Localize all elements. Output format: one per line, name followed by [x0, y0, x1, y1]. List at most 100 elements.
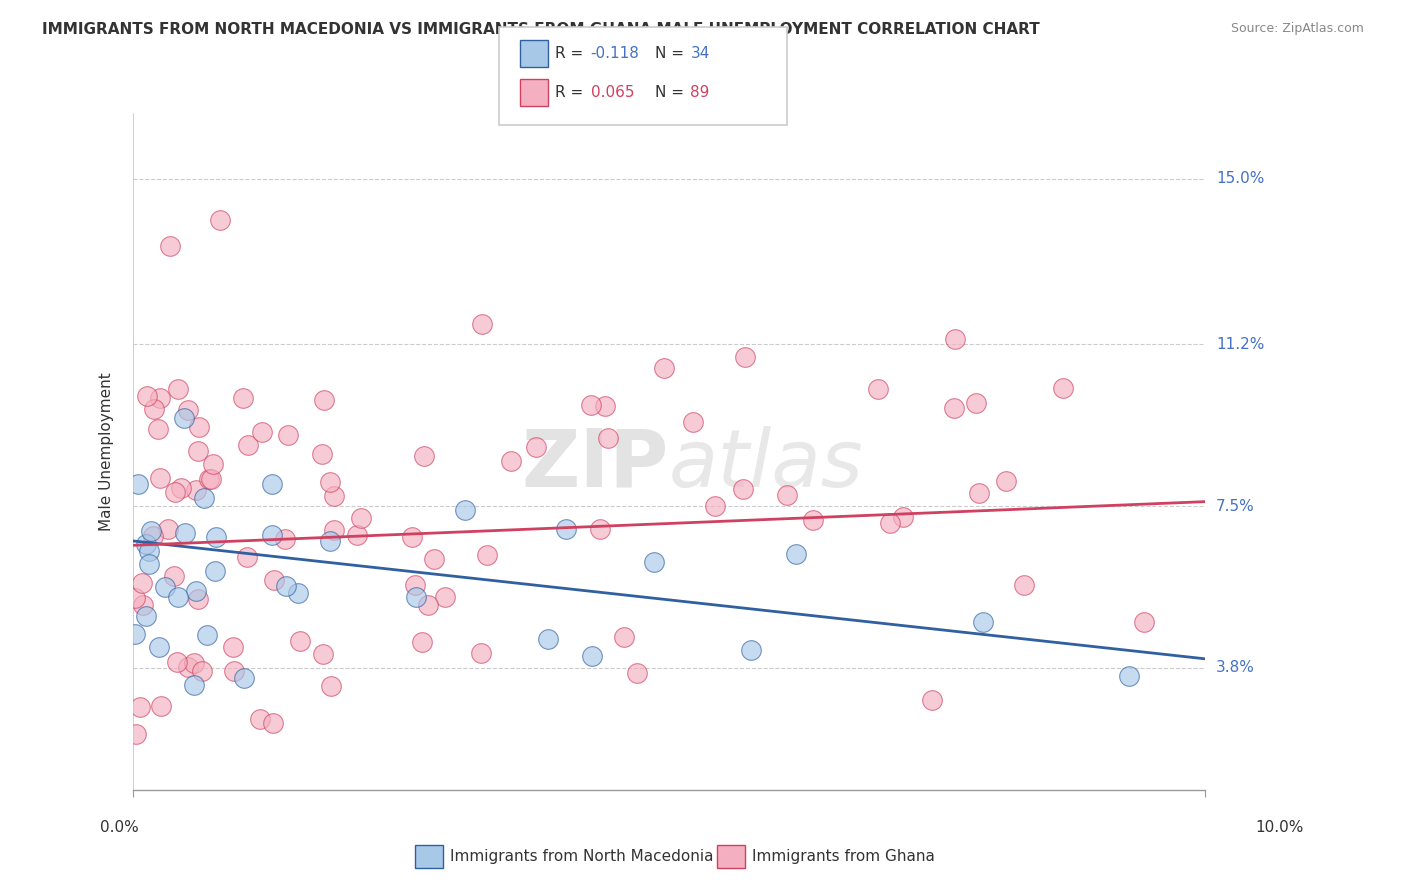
- Text: Immigrants from Ghana: Immigrants from Ghana: [752, 849, 935, 863]
- Point: [273, 532, 295, 546]
- Point: [350, 511, 373, 525]
- Point: [643, 555, 665, 569]
- Point: [138, 557, 160, 571]
- Point: [176, 403, 198, 417]
- Point: [318, 475, 340, 490]
- Point: [208, 212, 231, 227]
- Point: [943, 332, 966, 346]
- Text: N =: N =: [655, 86, 689, 100]
- Point: [183, 678, 205, 692]
- Point: [236, 549, 259, 564]
- Point: [162, 569, 184, 583]
- Point: [734, 350, 756, 364]
- Point: [322, 489, 344, 503]
- Point: [150, 699, 173, 714]
- Point: [191, 665, 214, 679]
- Point: [921, 692, 943, 706]
- Point: [188, 420, 211, 434]
- Text: 34: 34: [690, 46, 710, 61]
- Point: [613, 630, 636, 644]
- Point: [233, 671, 256, 685]
- Point: [166, 655, 188, 669]
- Point: [537, 632, 560, 646]
- Point: [149, 391, 172, 405]
- Point: [411, 635, 433, 649]
- Point: [589, 522, 612, 536]
- Point: [312, 648, 335, 662]
- Point: [177, 660, 200, 674]
- Point: [193, 491, 215, 505]
- Text: ZIP: ZIP: [522, 426, 669, 504]
- Point: [128, 699, 150, 714]
- Point: [125, 727, 148, 741]
- Point: [249, 712, 271, 726]
- Point: [965, 396, 987, 410]
- Point: [170, 481, 193, 495]
- Point: [127, 477, 149, 491]
- Point: [785, 547, 807, 561]
- Point: [224, 664, 246, 678]
- Point: [454, 502, 477, 516]
- Point: [470, 646, 492, 660]
- Text: 0.065: 0.065: [591, 86, 634, 100]
- Point: [740, 643, 762, 657]
- Point: [200, 472, 222, 486]
- Point: [132, 599, 155, 613]
- Point: [184, 483, 207, 497]
- Text: 3.8%: 3.8%: [1216, 660, 1256, 675]
- Text: 10.0%: 10.0%: [1256, 821, 1303, 835]
- Point: [263, 573, 285, 587]
- Point: [204, 564, 226, 578]
- Point: [155, 580, 177, 594]
- Point: [471, 318, 494, 332]
- Point: [704, 499, 727, 513]
- Point: [252, 425, 274, 439]
- Text: 15.0%: 15.0%: [1216, 171, 1264, 186]
- Point: [232, 391, 254, 405]
- Point: [143, 401, 166, 416]
- Text: 89: 89: [690, 86, 710, 100]
- Point: [891, 509, 914, 524]
- Point: [626, 665, 648, 680]
- Y-axis label: Male Unemployment: Male Unemployment: [100, 372, 114, 531]
- Point: [183, 657, 205, 671]
- Point: [1118, 668, 1140, 682]
- Text: 11.2%: 11.2%: [1216, 337, 1264, 352]
- Point: [555, 522, 578, 536]
- Text: R =: R =: [555, 46, 589, 61]
- Point: [167, 382, 190, 396]
- Point: [290, 634, 312, 648]
- Point: [135, 536, 157, 550]
- Point: [159, 239, 181, 253]
- Point: [222, 640, 245, 655]
- Point: [205, 530, 228, 544]
- Point: [195, 628, 218, 642]
- Point: [1052, 381, 1074, 395]
- Point: [149, 470, 172, 484]
- Point: [404, 578, 426, 592]
- Point: [423, 552, 446, 566]
- Point: [141, 524, 163, 539]
- Point: [124, 591, 146, 605]
- Point: [405, 590, 427, 604]
- Point: [124, 627, 146, 641]
- Point: [146, 422, 169, 436]
- Point: [135, 609, 157, 624]
- Point: [595, 399, 617, 413]
- Text: 7.5%: 7.5%: [1216, 499, 1254, 514]
- Point: [416, 599, 439, 613]
- Point: [136, 389, 159, 403]
- Point: [475, 548, 498, 562]
- Point: [682, 415, 704, 429]
- Point: [157, 522, 180, 536]
- Point: [879, 516, 901, 531]
- Point: [776, 488, 799, 502]
- Point: [262, 715, 284, 730]
- Point: [142, 529, 165, 543]
- Point: [274, 579, 297, 593]
- Point: [346, 528, 368, 542]
- Point: [138, 544, 160, 558]
- Point: [260, 477, 283, 491]
- Point: [187, 591, 209, 606]
- Point: [184, 583, 207, 598]
